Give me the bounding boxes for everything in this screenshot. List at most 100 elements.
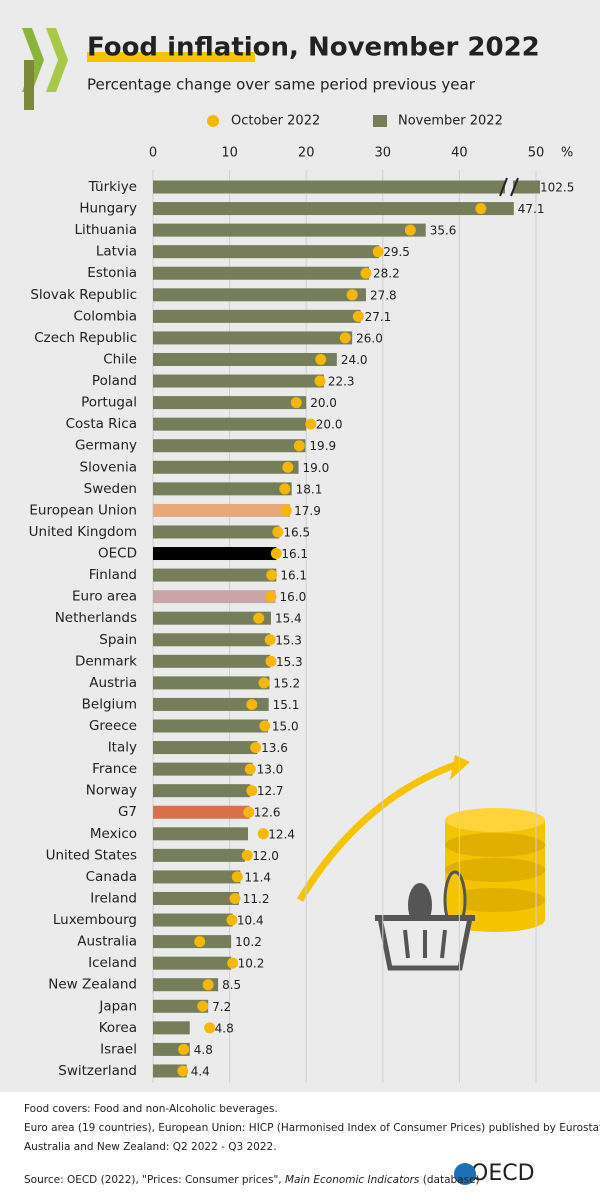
dot (241, 849, 253, 861)
bar (153, 568, 277, 582)
axis-break (510, 177, 519, 197)
dot (231, 871, 243, 883)
dot (404, 224, 416, 236)
y-tick-label: Mexico (90, 826, 137, 842)
axis-break (499, 177, 508, 197)
y-tick-label: United Kingdom (29, 524, 137, 540)
dot (229, 892, 241, 904)
value-label: 7.2 (212, 1000, 231, 1014)
bar (153, 460, 299, 474)
value-label: 47.1 (518, 202, 545, 216)
dot (279, 483, 291, 495)
y-tick-label: Slovenia (80, 459, 137, 475)
value-label: 13.0 (257, 763, 284, 777)
value-label: 10.4 (237, 914, 264, 928)
value-label: 15.3 (276, 655, 303, 669)
dot (178, 1043, 190, 1055)
y-tick-label: Korea (99, 1020, 137, 1036)
value-label: 19.9 (309, 439, 336, 453)
value-label: 27.8 (370, 288, 397, 302)
y-tick-label: Poland (92, 373, 137, 389)
value-label: 15.2 (273, 676, 300, 690)
value-label: 24.0 (341, 353, 368, 367)
dot (194, 936, 206, 948)
dot (202, 979, 214, 991)
y-tick-label: Belgium (82, 696, 137, 712)
bar (153, 805, 250, 819)
bar (153, 697, 269, 711)
y-tick-label: Iceland (88, 955, 137, 971)
value-label: 12.7 (257, 784, 284, 798)
bar (153, 784, 251, 798)
axis-break-gap (505, 178, 513, 196)
y-tick-label: Greece (89, 718, 137, 734)
dot (272, 526, 284, 538)
x-unit: % (561, 146, 573, 161)
value-label: 10.2 (238, 957, 265, 971)
bar (153, 999, 209, 1013)
dot (265, 591, 277, 603)
dot (253, 612, 265, 624)
dot (266, 569, 278, 581)
bar (153, 676, 270, 690)
logo-text: OECD (471, 1161, 535, 1186)
y-tick-label: Euro area (72, 589, 137, 605)
dot (475, 203, 487, 215)
dot (264, 634, 276, 646)
bar (153, 956, 232, 970)
value-label: 15.3 (275, 633, 302, 647)
dot (339, 332, 351, 344)
legend-label: November 2022 (398, 114, 503, 129)
x-tick-label: 30 (375, 146, 392, 161)
bar (153, 1021, 190, 1035)
footer-bg (0, 1092, 600, 1200)
dot (315, 353, 327, 365)
logo-globe (454, 1163, 476, 1185)
dot (280, 504, 292, 516)
bar (153, 762, 253, 776)
value-label: 18.1 (296, 482, 323, 496)
y-tick-label: Japan (98, 998, 137, 1014)
value-label: 102.5 (540, 181, 574, 195)
legend-label: October 2022 (231, 114, 320, 129)
dot (243, 806, 255, 818)
dot (352, 310, 364, 322)
value-label: 4.8 (194, 1043, 213, 1057)
value-label: 4.8 (215, 1021, 234, 1035)
bar (153, 741, 258, 755)
value-label: 28.2 (373, 267, 400, 281)
y-tick-label: Hungary (79, 201, 137, 217)
x-tick-label: 40 (451, 146, 468, 161)
bar (153, 1064, 187, 1078)
legend-swatch (373, 115, 387, 127)
y-tick-label: Colombia (74, 308, 137, 324)
bar (153, 223, 426, 237)
bar (153, 374, 324, 388)
y-tick-label: Portugal (81, 395, 137, 411)
y-tick-label: Norway (86, 783, 137, 799)
y-tick-label: Canada (86, 869, 137, 885)
value-label: 17.9 (294, 504, 321, 518)
dot (290, 397, 302, 409)
dot (244, 763, 256, 775)
y-tick-label: Türkiye (88, 179, 137, 195)
source-part: (database) (419, 1174, 479, 1186)
value-label: 16.1 (280, 569, 307, 583)
y-tick-label: Australia (77, 934, 137, 950)
bar (153, 870, 241, 884)
dot (314, 375, 326, 387)
x-tick-label: 0 (149, 146, 157, 161)
y-tick-label: Slovak Republic (30, 287, 137, 303)
oecd-chevrons (22, 28, 68, 110)
dot (204, 1022, 216, 1034)
dot (360, 267, 372, 279)
value-label: 13.6 (261, 741, 288, 755)
dot (177, 1065, 189, 1077)
value-label: 12.4 (268, 827, 295, 841)
y-tick-label: OECD (98, 546, 137, 562)
y-tick-label: United States (46, 847, 137, 863)
dot (257, 828, 269, 840)
value-label: 15.0 (272, 720, 299, 734)
bar (153, 978, 219, 992)
